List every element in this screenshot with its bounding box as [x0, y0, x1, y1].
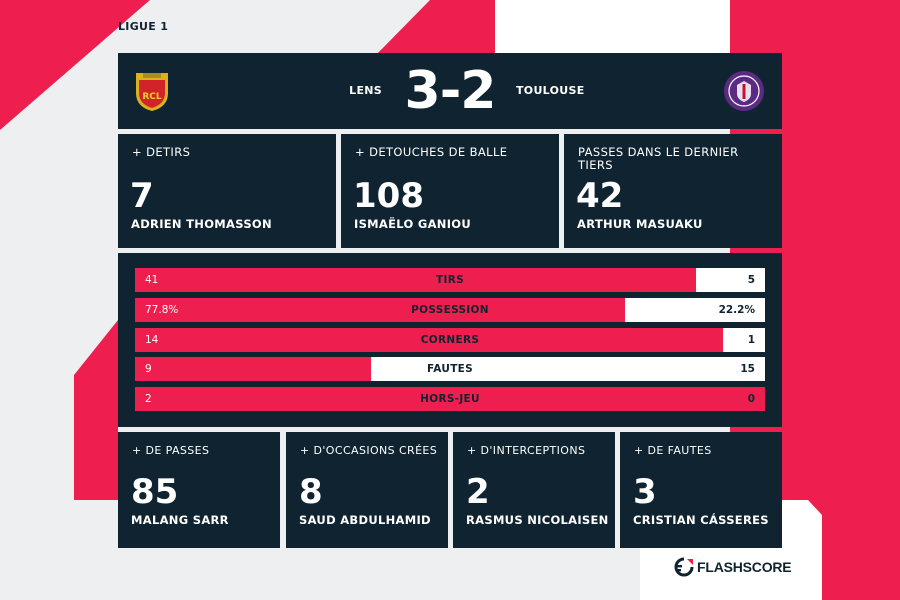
- away-value: 22.2%: [718, 304, 755, 316]
- home-share-bar: [135, 298, 626, 322]
- comparison-row-corners: 14 CORNERS 1: [135, 328, 765, 352]
- stat-card-player: SAUD ABDULHAMID: [299, 513, 431, 527]
- home-value: 9: [145, 363, 152, 375]
- stat-card-label: + DE FAUTES: [634, 444, 712, 457]
- home-share-bar: [135, 357, 372, 381]
- stat-label: FAUTES: [427, 363, 473, 375]
- stat-card-label: + D'OCCASIONS CRÉES: [300, 444, 438, 457]
- comparison-row-fautes: 9 FAUTES 15: [135, 357, 765, 381]
- away-value: 1: [747, 334, 755, 346]
- stat-card-touches: + DETOUCHES DE BALLE 108 ISMAËLO GANIOU: [341, 134, 559, 248]
- stat-card-interceptions: + D'INTERCEPTIONS 2 RASMUS NICOLAISEN: [453, 432, 615, 548]
- stat-card-passes: + DE PASSES 85 MALANG SARR: [118, 432, 280, 548]
- home-share-bar: [135, 328, 723, 352]
- stat-card-player: MALANG SARR: [131, 513, 229, 527]
- home-share-bar: [135, 268, 697, 292]
- away-value: 5: [747, 274, 755, 286]
- stat-card-value: 108: [353, 176, 424, 216]
- away-value: 0: [747, 393, 755, 405]
- stat-card-fouls: + DE FAUTES 3 CRISTIAN CÁSSERES: [620, 432, 782, 548]
- stat-card-player: ADRIEN THOMASSON: [131, 217, 272, 231]
- stat-card-player: CRISTIAN CÁSSERES: [633, 513, 769, 527]
- stat-card-value: 3: [633, 472, 657, 512]
- comparison-row-hors-jeu: 2 HORS-JEU 0: [135, 387, 765, 411]
- stat-card-value: 8: [299, 472, 323, 512]
- lens-crest-icon: RCL: [136, 73, 168, 111]
- stat-card-value: 7: [130, 176, 154, 216]
- stat-card-player: ISMAËLO GANIOU: [354, 217, 472, 231]
- away-team-name: TOULOUSE: [516, 84, 585, 97]
- stat-card-value: 85: [131, 472, 179, 512]
- stat-card-chances-created: + D'OCCASIONS CRÉES 8 SAUD ABDULHAMID: [286, 432, 448, 548]
- home-value: 14: [145, 334, 159, 346]
- toulouse-crest-icon: [724, 71, 764, 111]
- team-comparison: 41 TIRS 5 77.8% POSSESSION 22.2% 14 CORN…: [118, 253, 782, 427]
- home-value: 77.8%: [145, 304, 179, 316]
- match-score: 3-2: [404, 61, 497, 121]
- flashscore-icon: [674, 557, 694, 577]
- stat-card-label: + DE PASSES: [132, 444, 210, 457]
- stat-card-value: 2: [466, 472, 490, 512]
- score-header: RCL LENS 3-2 TOULOUSE: [118, 53, 782, 129]
- home-team-name: LENS: [349, 84, 382, 97]
- comparison-row-tirs: 41 TIRS 5: [135, 268, 765, 292]
- stat-card-tirs: + DETIRS 7 ADRIEN THOMASSON: [118, 134, 336, 248]
- stat-card-final-third-passes: PASSES DANS LE DERNIER TIERS 42 ARTHUR M…: [564, 134, 782, 248]
- stat-card-player: RASMUS NICOLAISEN: [466, 513, 609, 527]
- stat-card-label: + DETOUCHES DE BALLE: [355, 145, 508, 159]
- stat-card-label: PASSES DANS LE DERNIER TIERS: [578, 145, 739, 172]
- away-value: 15: [740, 363, 755, 375]
- stat-label: POSSESSION: [411, 304, 489, 316]
- comparison-row-possession: 77.8% POSSESSION 22.2%: [135, 298, 765, 322]
- league-title: LIGUE 1: [118, 20, 169, 33]
- home-value: 41: [145, 274, 159, 286]
- stat-card-label: + D'INTERCEPTIONS: [467, 444, 586, 457]
- stat-label: TIRS: [436, 274, 464, 286]
- home-value: 2: [145, 393, 152, 405]
- flashscore-logo: FLASHSCORE: [674, 556, 792, 578]
- stat-label: CORNERS: [420, 334, 480, 346]
- home-share-bar: [135, 387, 765, 411]
- svg-text:RCL: RCL: [142, 92, 162, 102]
- brand-name: FLASHSCORE: [697, 559, 792, 575]
- stat-card-label: + DETIRS: [132, 145, 191, 159]
- stat-card-player: ARTHUR MASUAKU: [577, 217, 703, 231]
- stat-card-value: 42: [576, 176, 624, 216]
- stat-label: HORS-JEU: [420, 393, 480, 405]
